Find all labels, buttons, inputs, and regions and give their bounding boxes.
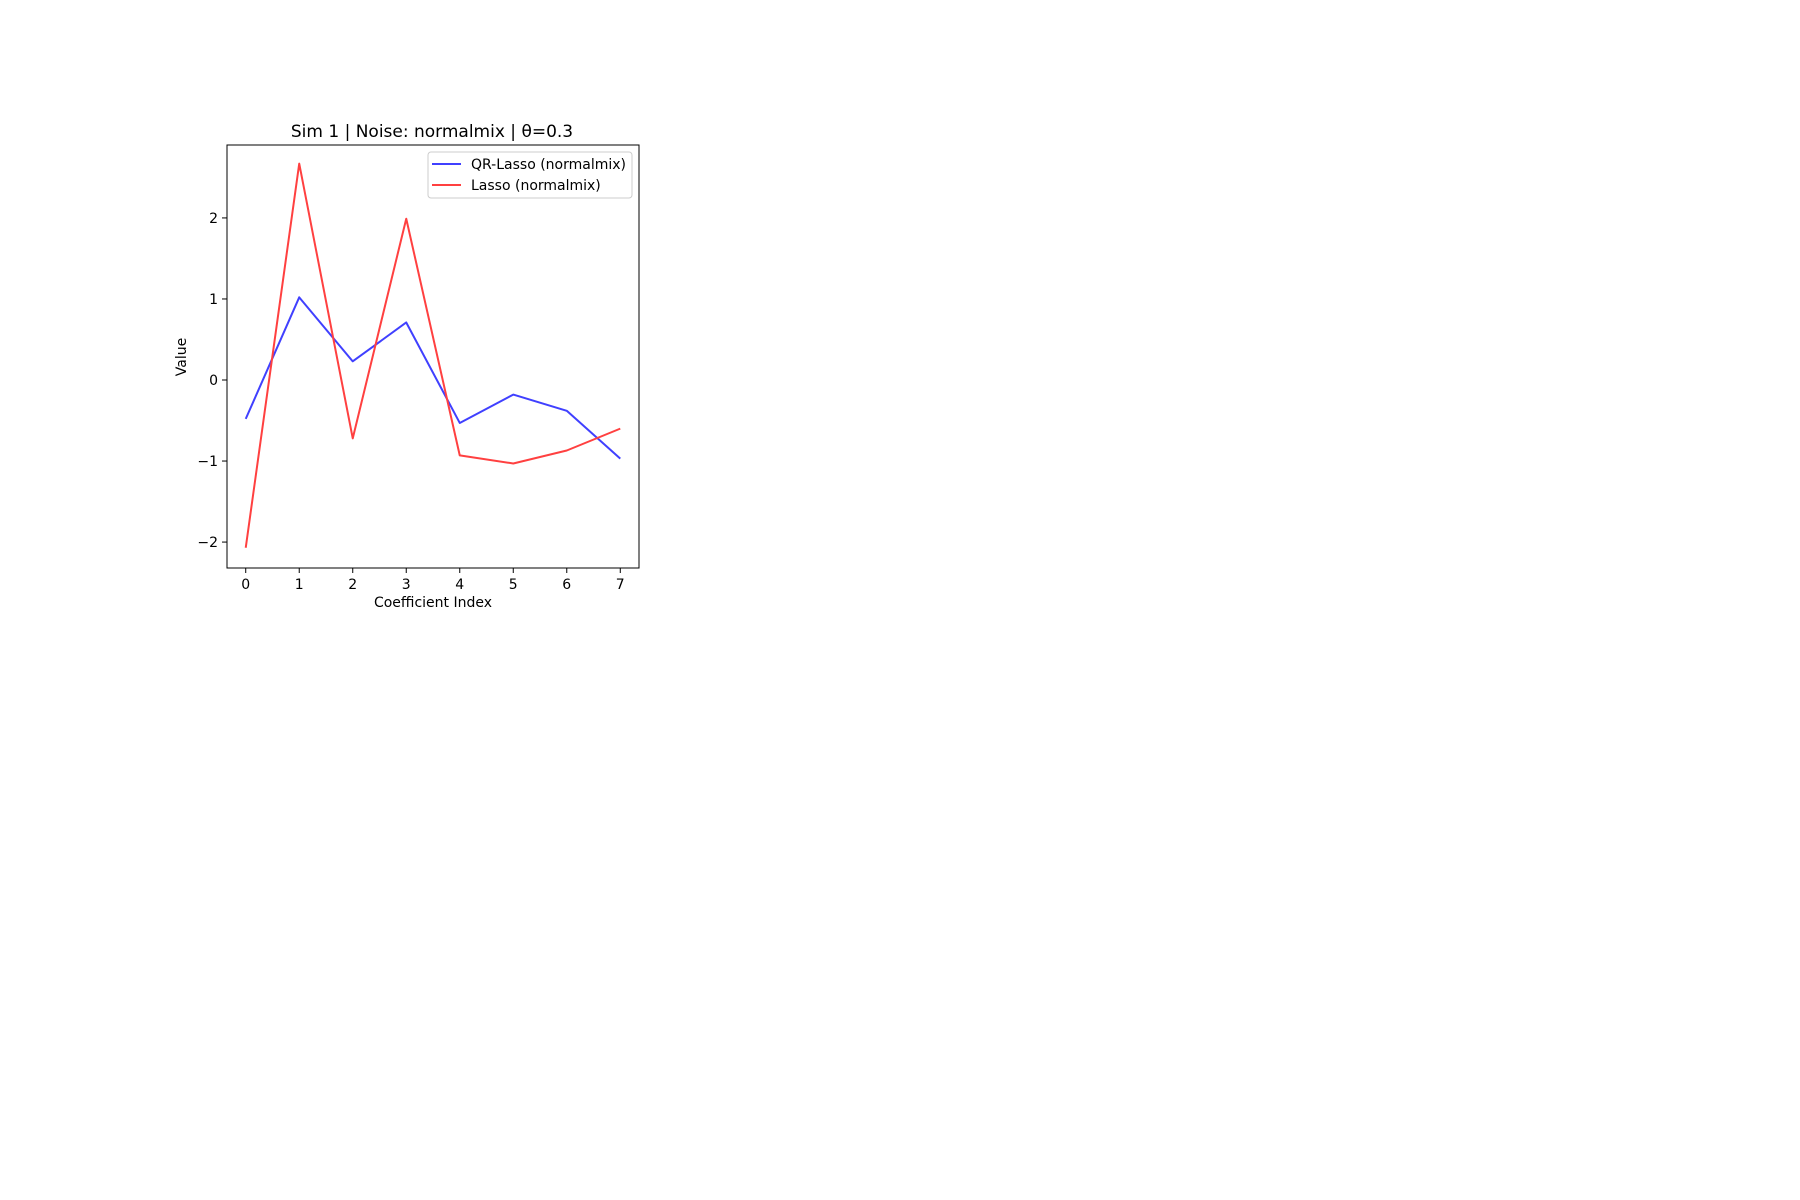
y-tick-label: −2 bbox=[197, 535, 218, 551]
legend-label-lasso: Lasso (normalmix) bbox=[471, 178, 601, 194]
x-axis: 0 1 2 3 4 5 6 7 bbox=[241, 568, 625, 593]
series-line-1 bbox=[244, 162, 621, 548]
x-tick-label: 3 bbox=[402, 577, 411, 593]
x-tick-label: 0 bbox=[241, 577, 250, 593]
y-tick-label: 0 bbox=[209, 373, 218, 389]
x-axis-label: Coefficient Index bbox=[374, 595, 492, 611]
x-tick-label: 2 bbox=[348, 577, 357, 593]
plot-frame bbox=[226, 144, 640, 569]
x-tick-label: 4 bbox=[455, 577, 464, 593]
x-tick-label: 6 bbox=[562, 577, 571, 593]
series-layer bbox=[244, 162, 621, 548]
chart-title: Sim 1 | Noise: normalmix | θ=0.3 bbox=[291, 122, 573, 142]
x-tick-label: 1 bbox=[295, 577, 304, 593]
y-axis-label: Value bbox=[174, 338, 190, 376]
plot-area bbox=[226, 144, 640, 569]
series-line-0 bbox=[244, 296, 621, 460]
legend-label-qr-lasso: QR-Lasso (normalmix) bbox=[471, 157, 626, 173]
x-tick-label: 5 bbox=[509, 577, 518, 593]
y-axis: −2 −1 0 1 2 bbox=[197, 211, 227, 551]
y-tick-label: 2 bbox=[209, 211, 218, 227]
y-tick-label: 1 bbox=[209, 292, 218, 308]
y-tick-label: −1 bbox=[197, 454, 218, 470]
x-tick-label: 7 bbox=[616, 577, 625, 593]
legend: QR-Lasso (normalmix) Lasso (normalmix) bbox=[427, 151, 633, 199]
legend-frame bbox=[427, 151, 633, 199]
